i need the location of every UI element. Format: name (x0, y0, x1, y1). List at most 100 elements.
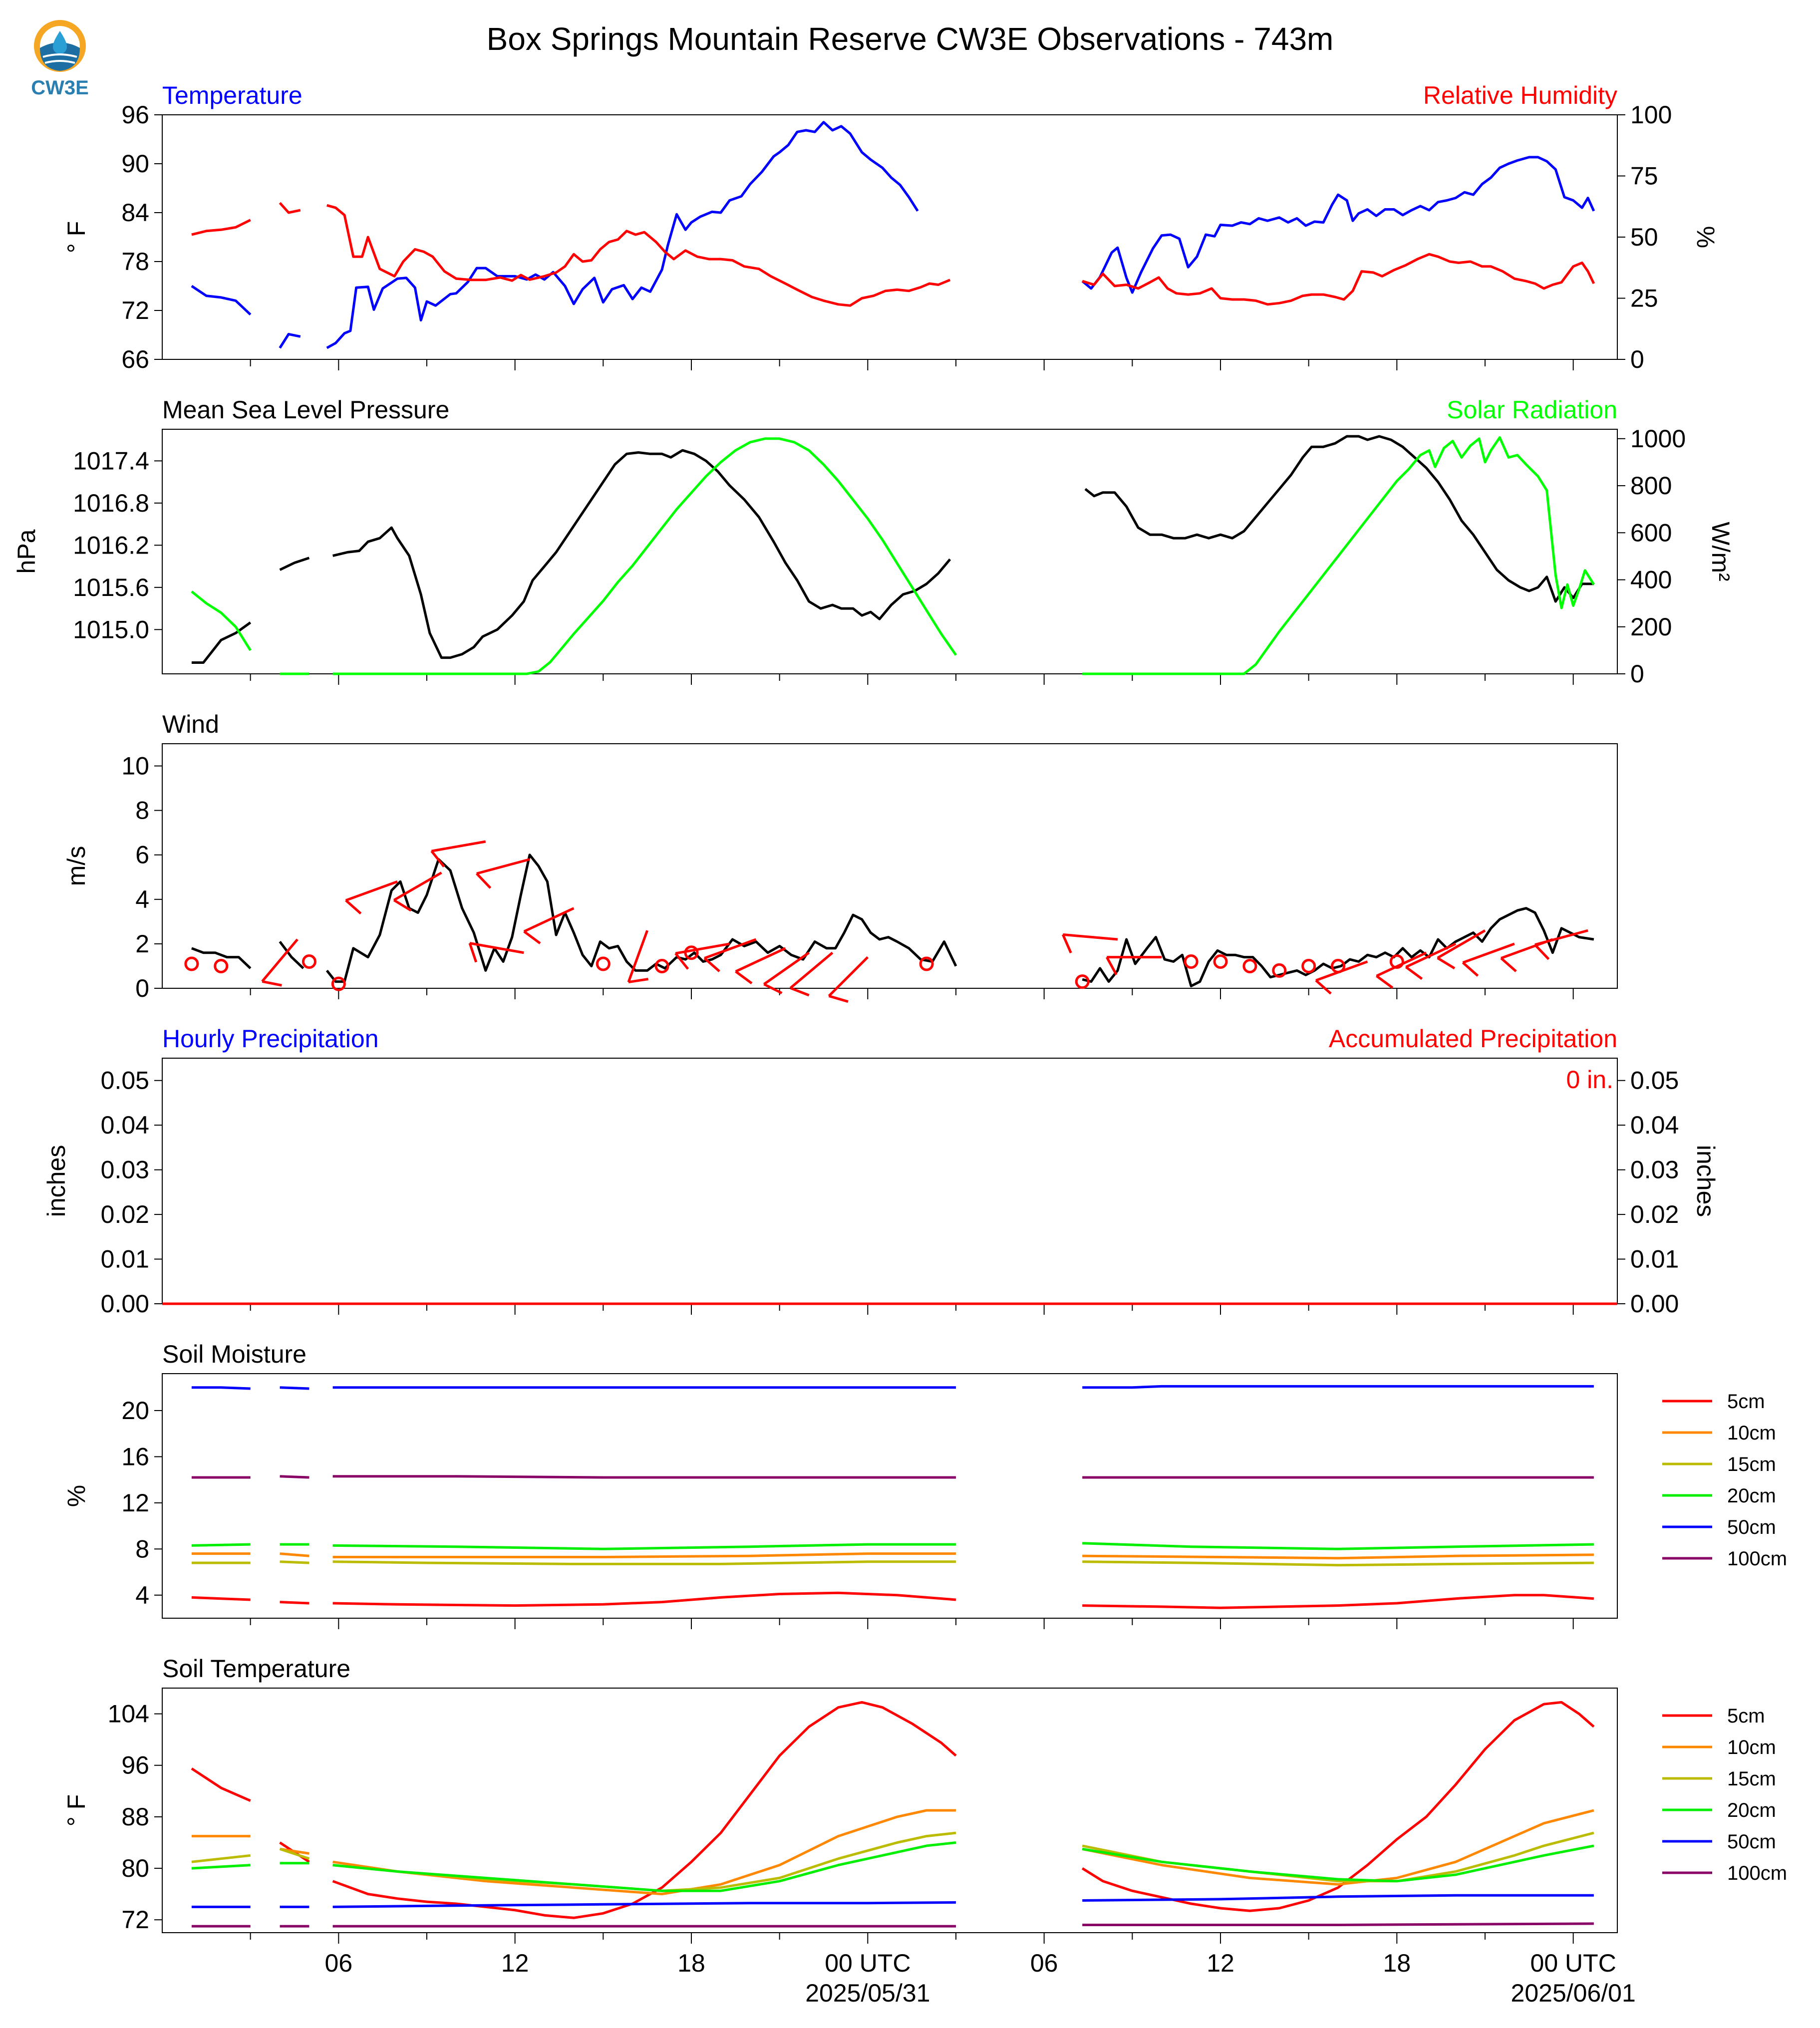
wind-barb-calm (331, 976, 346, 991)
y-tick-label-right: 100 (1630, 101, 1672, 129)
wind-barb-flag (345, 899, 362, 915)
x-tick-label: 18 (677, 1949, 705, 1977)
y-tick-label-right: 0 (1630, 660, 1644, 688)
y-tick-label-left: 0.02 (101, 1200, 149, 1228)
plot-frame (162, 1058, 1618, 1304)
wind-barb-flag (1106, 956, 1118, 975)
wind-barb-calm (596, 956, 610, 971)
y-tick-label-left: 8 (135, 1535, 149, 1563)
wind-barb-staff (1315, 960, 1368, 982)
panel-1: Temperature Relative Humidity ° F % 96 90 84 78… (62, 81, 1720, 373)
wind-barb-staff (1376, 951, 1427, 977)
legend-label: 50cm (1727, 1831, 1776, 1853)
wind-barb-staff (469, 942, 524, 954)
series-line-temperature (191, 121, 1595, 349)
y-tick-label-right: 75 (1630, 162, 1658, 190)
wind-barb-staff (627, 930, 649, 983)
y-tick-label-right: 25 (1630, 285, 1658, 312)
wind-barb-flag (828, 995, 849, 1003)
wind-barb-staff (393, 871, 442, 901)
y-tick-label-left: 1015.0 (73, 615, 149, 643)
wind-barb-flag (790, 987, 810, 997)
plot-frame (162, 743, 1618, 989)
y-axis-label-left: ° F (62, 221, 90, 253)
panel-title-right: Relative Humidity (1423, 81, 1617, 109)
y-tick-label-right: 0.02 (1630, 1200, 1679, 1228)
panel-2: Mean Sea Level Pressure Solar Radiation hP… (12, 396, 1735, 688)
wind-barb-calm (1184, 954, 1199, 969)
wind-barb-flag (1462, 961, 1479, 977)
wind-barb-calm (654, 958, 669, 973)
wind-barb-staff (704, 938, 757, 959)
y-tick-label-right: 400 (1630, 566, 1672, 594)
wind-barb-calm (1301, 958, 1316, 973)
legend-label: 50cm (1727, 1516, 1776, 1538)
plot-frame (162, 429, 1618, 674)
wind-barb-flag (1534, 943, 1550, 960)
x-tick-label: 12 (1207, 1949, 1234, 1977)
wind-barb-flag (628, 978, 648, 984)
y-tick-label-left: 88 (121, 1803, 149, 1831)
y-tick-label-right: 0 (1630, 345, 1644, 373)
wind-barb-staff (735, 947, 786, 973)
y-tick-label-right: 0.00 (1630, 1290, 1679, 1318)
panel-3: Wind m/s 10 8 6 4 2 0 (62, 710, 1618, 1003)
panel-title-left: Mean Sea Level Pressure (162, 396, 449, 424)
y-tick-label-left: 0.05 (101, 1067, 149, 1095)
series-line-pressure (191, 435, 1594, 664)
x-tick-label: 00 UTC (1530, 1949, 1616, 1977)
y-axis-label-left: ° F (62, 1794, 90, 1826)
series-line-10cm (191, 1552, 1594, 1560)
cw3e-logo: CW3E (25, 17, 95, 102)
y-tick-label-left: 1015.6 (73, 574, 149, 601)
y-tick-label-right: 800 (1630, 472, 1672, 500)
y-tick-label-left: 8 (135, 797, 149, 825)
wind-barb-flag (1062, 934, 1072, 954)
legend-label: 15cm (1727, 1453, 1776, 1475)
legend-label: 5cm (1727, 1391, 1765, 1413)
wind-barb-flag (1376, 975, 1394, 989)
y-tick-label-left: 0.01 (101, 1245, 149, 1273)
series-line-5cm (191, 1701, 1595, 1919)
y-tick-label-left: 78 (121, 248, 149, 276)
panel-4: Hourly Precipitation Accumulated Precipit… (42, 1025, 1720, 1318)
series-line-solar (191, 436, 1595, 675)
wind-barb-calm (919, 956, 934, 971)
y-tick-label-right: 600 (1630, 519, 1672, 547)
panel-title-left: Soil Moisture (162, 1340, 306, 1368)
y-tick-label-left: 0 (135, 974, 149, 1002)
y-tick-label-left: 20 (121, 1397, 149, 1425)
wind-barb-calm (302, 954, 316, 969)
y-tick-label-left: 16 (121, 1443, 149, 1470)
y-axis-label-left: hPa (12, 529, 40, 574)
y-tick-label-left: 66 (121, 345, 149, 373)
wind-barb-flag (763, 983, 783, 994)
wind-barb-staff (1405, 942, 1457, 968)
plot-frame (162, 1373, 1618, 1619)
wind-barb-staff (1462, 942, 1515, 964)
y-axis-label-left: % (62, 1485, 90, 1507)
x-tick-label: 12 (501, 1949, 529, 1977)
wind-barb-staff (523, 907, 575, 933)
x-date-label: 2025/05/31 (805, 1979, 930, 2007)
wind-barb-staff (1437, 929, 1486, 959)
wind-barb-staff (763, 951, 810, 985)
y-tick-label-left: 0.00 (101, 1290, 149, 1318)
y-tick-label-left: 2 (135, 930, 149, 958)
wind-barb-flag (393, 899, 412, 912)
y-tick-label-left: 96 (121, 101, 149, 129)
y-tick-label-left: 96 (121, 1751, 149, 1779)
legend-label: 20cm (1727, 1485, 1776, 1507)
series-line-wind (191, 854, 1594, 987)
series-line-15cm (191, 1560, 1594, 1567)
y-tick-label-left: 4 (135, 1581, 149, 1609)
y-tick-label-left: 72 (121, 296, 149, 324)
wind-barb-flag (1437, 957, 1456, 970)
x-tick-label: 06 (325, 1949, 353, 1977)
wind-barb-staff (675, 942, 730, 955)
panel-title-right: Accumulated Precipitation (1329, 1025, 1617, 1053)
y-tick-label-left: 104 (108, 1700, 149, 1728)
y-tick-label-right: 0.05 (1630, 1067, 1679, 1095)
wind-barb-flag (1405, 966, 1423, 980)
y-tick-label-left: 6 (135, 841, 149, 869)
